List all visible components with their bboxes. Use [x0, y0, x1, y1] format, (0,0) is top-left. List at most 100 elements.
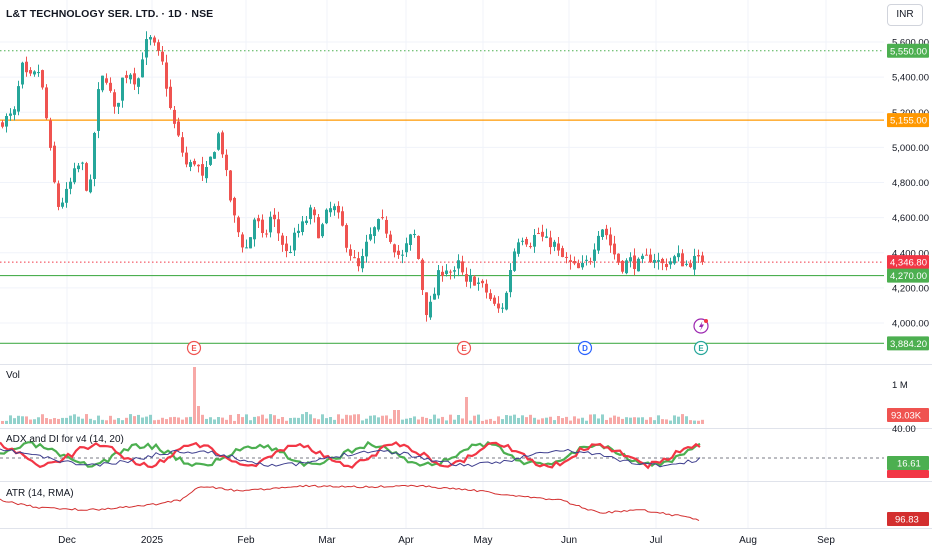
candle-up[interactable]: [377, 218, 380, 232]
candle-down[interactable]: [157, 39, 160, 56]
candle-up[interactable]: [433, 287, 436, 300]
candle-up[interactable]: [413, 229, 416, 238]
candle-up[interactable]: [429, 295, 432, 320]
candle-down[interactable]: [41, 69, 44, 90]
candle-up[interactable]: [685, 260, 688, 267]
candle-down[interactable]: [493, 295, 496, 306]
candle-up[interactable]: [9, 108, 12, 121]
candle-up[interactable]: [365, 234, 368, 263]
candle-down[interactable]: [133, 67, 136, 91]
candle-up[interactable]: [141, 52, 144, 78]
candle-up[interactable]: [601, 228, 604, 240]
candle-up[interactable]: [137, 77, 140, 95]
candle-up[interactable]: [305, 216, 308, 225]
candle-up[interactable]: [145, 31, 148, 66]
candle-down[interactable]: [161, 45, 164, 65]
candle-up[interactable]: [553, 239, 556, 252]
candle-up[interactable]: [321, 222, 324, 238]
candle-down[interactable]: [353, 250, 356, 259]
candle-down[interactable]: [173, 105, 176, 129]
candle-down[interactable]: [177, 117, 180, 137]
candle-down[interactable]: [529, 242, 532, 249]
candle-down[interactable]: [25, 56, 28, 77]
candle-down[interactable]: [573, 256, 576, 266]
alert-icon[interactable]: [693, 318, 709, 334]
candle-down[interactable]: [313, 207, 316, 223]
volume-pane-label[interactable]: Vol: [6, 370, 20, 381]
earnings-event-marker[interactable]: E: [693, 340, 709, 356]
candle-down[interactable]: [85, 161, 88, 192]
candle-up[interactable]: [249, 237, 252, 249]
candle-up[interactable]: [289, 245, 292, 254]
candle-up[interactable]: [445, 264, 448, 277]
candle-up[interactable]: [89, 174, 92, 194]
candle-down[interactable]: [425, 292, 428, 322]
candle-down[interactable]: [181, 131, 184, 157]
candle-down[interactable]: [605, 224, 608, 240]
candle-down[interactable]: [385, 216, 388, 239]
candle-down[interactable]: [109, 77, 112, 93]
candle-up[interactable]: [101, 75, 104, 93]
time-axis[interactable]: Dec 2025 Feb Mar Apr May Jun Jul Aug Sep: [58, 535, 835, 546]
candle-up[interactable]: [121, 77, 124, 108]
candle-up[interactable]: [129, 73, 132, 84]
candle-up[interactable]: [61, 197, 64, 209]
candle-down[interactable]: [645, 248, 648, 256]
horizontal-levels[interactable]: [0, 50, 884, 344]
candle-down[interactable]: [561, 245, 564, 258]
candle-up[interactable]: [149, 35, 152, 46]
price-axis[interactable]: 5,600.005,400.005,200.005,000.004,800.00…: [892, 38, 929, 436]
candle-up[interactable]: [517, 238, 520, 257]
candle-down[interactable]: [345, 223, 348, 253]
candle-up[interactable]: [81, 161, 84, 171]
candle-up[interactable]: [301, 215, 304, 236]
candle-down[interactable]: [221, 130, 224, 158]
adx-pane-label[interactable]: ADX and DI for v4 (14, 20): [6, 434, 124, 445]
candle-down[interactable]: [473, 275, 476, 286]
candle-down[interactable]: [461, 255, 464, 275]
candle-down[interactable]: [613, 235, 616, 260]
candle-down[interactable]: [565, 252, 568, 264]
candle-down[interactable]: [497, 296, 500, 313]
candle-down[interactable]: [537, 227, 540, 235]
candle-up[interactable]: [401, 249, 404, 264]
candle-down[interactable]: [285, 236, 288, 258]
candle-up[interactable]: [297, 223, 300, 238]
candle-down[interactable]: [341, 206, 344, 227]
candle-up[interactable]: [37, 64, 40, 77]
candle-up[interactable]: [205, 160, 208, 183]
candlestick-series[interactable]: [1, 31, 704, 322]
candle-up[interactable]: [505, 291, 508, 311]
candle-up[interactable]: [329, 201, 332, 217]
candle-down[interactable]: [105, 73, 108, 85]
candle-up[interactable]: [409, 233, 412, 251]
candle-up[interactable]: [373, 226, 376, 244]
candle-down[interactable]: [421, 258, 424, 296]
candle-down[interactable]: [317, 213, 320, 239]
candle-down[interactable]: [357, 251, 360, 272]
candle-up[interactable]: [457, 254, 460, 277]
candle-up[interactable]: [637, 257, 640, 272]
candle-down[interactable]: [633, 248, 636, 276]
candle-down[interactable]: [577, 259, 580, 269]
atr-pane-label[interactable]: ATR (14, RMA): [6, 488, 74, 499]
candle-down[interactable]: [569, 254, 572, 270]
candle-up[interactable]: [585, 255, 588, 266]
candle-down[interactable]: [53, 141, 56, 184]
candle-down[interactable]: [661, 257, 664, 271]
candle-down[interactable]: [281, 232, 284, 252]
candle-up[interactable]: [217, 131, 220, 151]
candle-up[interactable]: [13, 106, 16, 121]
candle-down[interactable]: [237, 215, 240, 237]
candle-up[interactable]: [65, 182, 68, 208]
candle-down[interactable]: [541, 224, 544, 242]
candle-up[interactable]: [545, 228, 548, 239]
candle-down[interactable]: [261, 214, 264, 238]
candle-up[interactable]: [209, 156, 212, 166]
candle-down[interactable]: [277, 211, 280, 242]
candle-down[interactable]: [265, 229, 268, 238]
candle-up[interactable]: [581, 255, 584, 270]
candle-up[interactable]: [189, 159, 192, 172]
candle-down[interactable]: [241, 232, 244, 253]
